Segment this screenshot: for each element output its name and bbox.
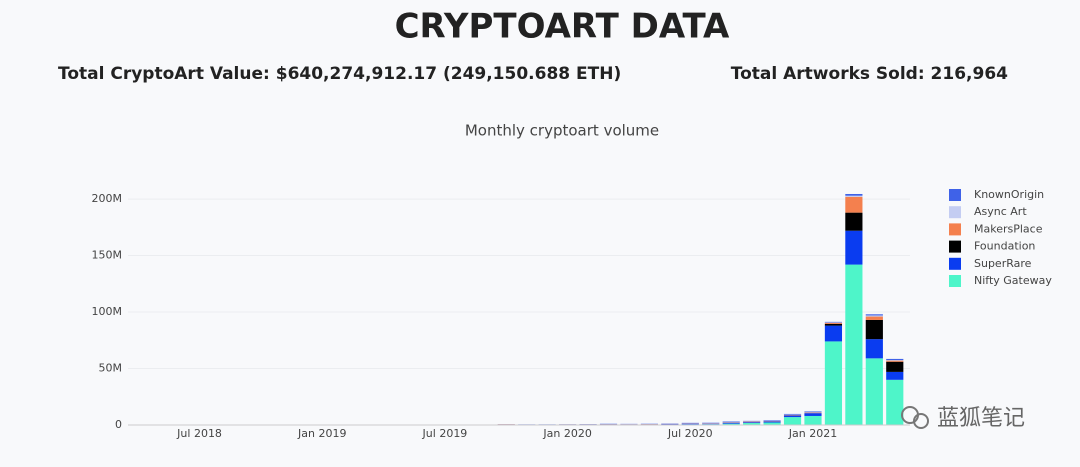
bar-segment xyxy=(824,322,843,324)
bar-segment xyxy=(804,415,822,425)
bar-segment xyxy=(824,341,843,425)
bar-segment xyxy=(743,422,761,423)
bar-segment xyxy=(702,423,720,425)
legend-label: Nifty Gateway xyxy=(974,274,1052,287)
legend-label: Async Art xyxy=(974,205,1027,218)
bar-segment xyxy=(824,321,843,323)
chart-title: Monthly cryptoart volume xyxy=(465,122,659,140)
bar-segment xyxy=(865,339,883,359)
legend-swatch xyxy=(949,275,961,287)
bar-segment xyxy=(722,422,740,424)
legend-label: Foundation xyxy=(974,240,1035,253)
bar-segment xyxy=(824,323,843,326)
bar-segment xyxy=(886,360,904,361)
y-tick-label: 50M xyxy=(99,362,123,375)
bar-segment xyxy=(865,319,883,340)
bar-segment xyxy=(886,360,904,362)
legend-swatch xyxy=(949,240,961,253)
x-tick-label: Jan 2019 xyxy=(297,427,346,440)
y-tick-label: 150M xyxy=(92,249,123,262)
bar-segment xyxy=(886,371,904,380)
bar-segment xyxy=(681,423,699,425)
bar-segment xyxy=(804,413,822,416)
legend-label: SuperRare xyxy=(974,257,1032,270)
legend-swatch xyxy=(949,189,961,201)
bar-segment xyxy=(845,230,863,265)
x-tick-label: Jul 2020 xyxy=(667,427,713,440)
bar-segment xyxy=(865,315,883,317)
bar-segment xyxy=(804,411,822,413)
watermark-icon xyxy=(901,406,929,429)
bar-segment xyxy=(783,417,802,425)
bar-segment xyxy=(763,421,781,423)
x-tick-label: Jan 2020 xyxy=(542,427,591,440)
bar-segment xyxy=(763,420,781,421)
bar-segment xyxy=(865,314,883,316)
bar-segment xyxy=(661,424,679,425)
bar-segment xyxy=(743,421,761,423)
page-title: CRYPTOART DATA xyxy=(395,7,730,47)
legend-swatch xyxy=(949,257,961,270)
bar-segment xyxy=(722,423,740,425)
bar-segment xyxy=(845,196,863,213)
bar-segment xyxy=(886,361,904,372)
bar-segment xyxy=(865,358,883,425)
bar-segment xyxy=(743,422,761,425)
total-value: Total CryptoArt Value: $640,274,912.17 (… xyxy=(58,64,621,84)
total-sold: Total Artworks Sold: 216,964 xyxy=(731,64,1008,84)
bar-segment xyxy=(886,379,904,425)
bar-segment xyxy=(886,358,904,361)
legend-label: KnownOrigin xyxy=(974,188,1044,201)
bar-segment xyxy=(783,415,802,418)
y-tick-label: 100M xyxy=(92,305,123,318)
bar-segment xyxy=(845,195,863,197)
bar-segment xyxy=(804,412,822,414)
y-tick-label: 0 xyxy=(115,418,122,431)
watermark: 蓝狐笔记 xyxy=(937,406,1025,431)
bar-segment xyxy=(824,325,843,342)
legend-swatch xyxy=(949,223,961,236)
bar-segment xyxy=(865,316,883,320)
legend-label: MakersPlace xyxy=(974,222,1043,235)
bar-segment xyxy=(783,413,802,415)
bar-segment xyxy=(845,212,863,231)
bar-segment xyxy=(845,193,863,196)
y-tick-label: 200M xyxy=(92,192,123,205)
bar-segment xyxy=(845,264,863,425)
x-tick-label: Jul 2018 xyxy=(176,427,222,440)
x-tick-label: Jan 2021 xyxy=(788,427,837,440)
legend-swatch xyxy=(949,206,961,219)
bar-segment xyxy=(763,422,781,425)
x-tick-label: Jul 2019 xyxy=(422,427,468,440)
